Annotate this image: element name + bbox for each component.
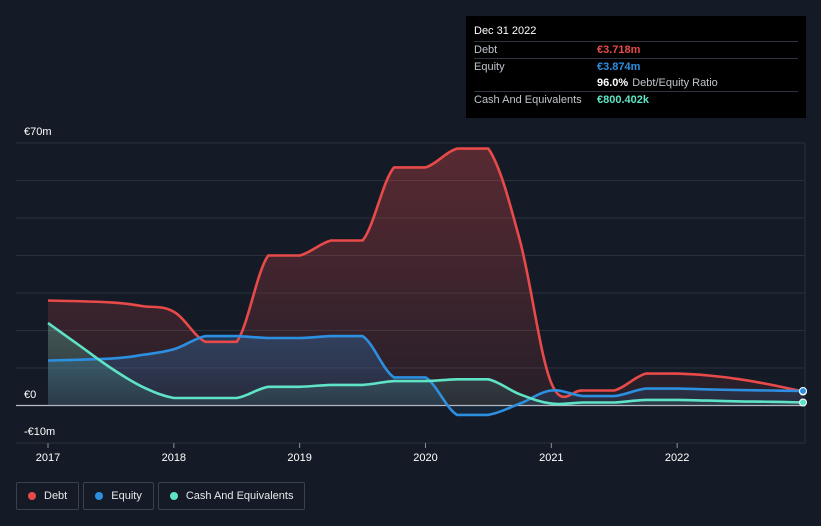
legend-label-cash: Cash And Equivalents <box>185 490 294 502</box>
tooltip-debt-label: Debt <box>474 44 498 56</box>
legend-item-cash[interactable]: Cash And Equivalents <box>157 482 306 510</box>
y-tick-label-zero: €0 <box>24 389 36 401</box>
equity-line <box>47 334 804 417</box>
legend-dot-equity <box>95 492 104 500</box>
y-tick-label-top: €70m <box>24 126 52 138</box>
tooltip-equity-value: €3.874m <box>597 61 641 73</box>
tooltip-cash-value: €800.402k <box>597 94 649 106</box>
x-axis-ticks: 2017 2018 2019 2020 2021 2022 <box>36 443 689 464</box>
y-tick-label-bottom: -€10m <box>24 426 55 438</box>
cash-line <box>47 321 804 406</box>
cash-area <box>48 323 803 406</box>
legend-dot-cash <box>169 492 178 500</box>
x-tick-label: 2019 <box>287 452 311 464</box>
series-lines <box>47 147 804 417</box>
equity-end-marker <box>799 386 807 395</box>
series-areas <box>48 148 803 415</box>
x-tick-label: 2017 <box>36 452 60 464</box>
tooltip-row-cash: Cash And Equivalents €800.402k <box>474 91 798 108</box>
chart-legend: Debt Equity Cash And Equivalents <box>16 482 306 510</box>
tooltip-ratio-label: Debt/Equity Ratio <box>632 77 718 89</box>
legend-item-debt[interactable]: Debt <box>16 482 80 510</box>
legend-label-equity: Equity <box>111 490 142 502</box>
tooltip-ratio-value: 96.0% <box>597 77 629 89</box>
tooltip-debt-value: €3.718m <box>597 44 641 56</box>
end-markers <box>799 386 807 407</box>
tooltip-row-ratio: 96.0% Debt/Equity Ratio <box>474 75 798 91</box>
x-tick-label: 2021 <box>539 452 563 464</box>
tooltip-cash-label: Cash And Equivalents <box>474 94 582 106</box>
debt-line <box>47 147 804 399</box>
tooltip-panel: Dec 31 2022 Debt €3.718m Equity €3.874m … <box>466 16 806 118</box>
x-tick-label: 2018 <box>162 452 186 464</box>
equity-area <box>48 336 803 415</box>
x-tick-label: 2022 <box>665 452 689 464</box>
legend-item-equity[interactable]: Equity <box>83 482 154 510</box>
tooltip-date: Dec 31 2022 <box>474 25 537 37</box>
tooltip-row-debt: Debt €3.718m <box>474 41 798 58</box>
debt-area <box>48 148 803 406</box>
tooltip-equity-label: Equity <box>474 61 505 73</box>
legend-dot-debt <box>28 492 36 500</box>
legend-label-debt: Debt <box>44 490 68 502</box>
tooltip-row-equity: Equity €3.874m <box>474 58 798 75</box>
x-tick-label: 2020 <box>413 452 437 464</box>
cash-end-marker <box>799 398 807 407</box>
